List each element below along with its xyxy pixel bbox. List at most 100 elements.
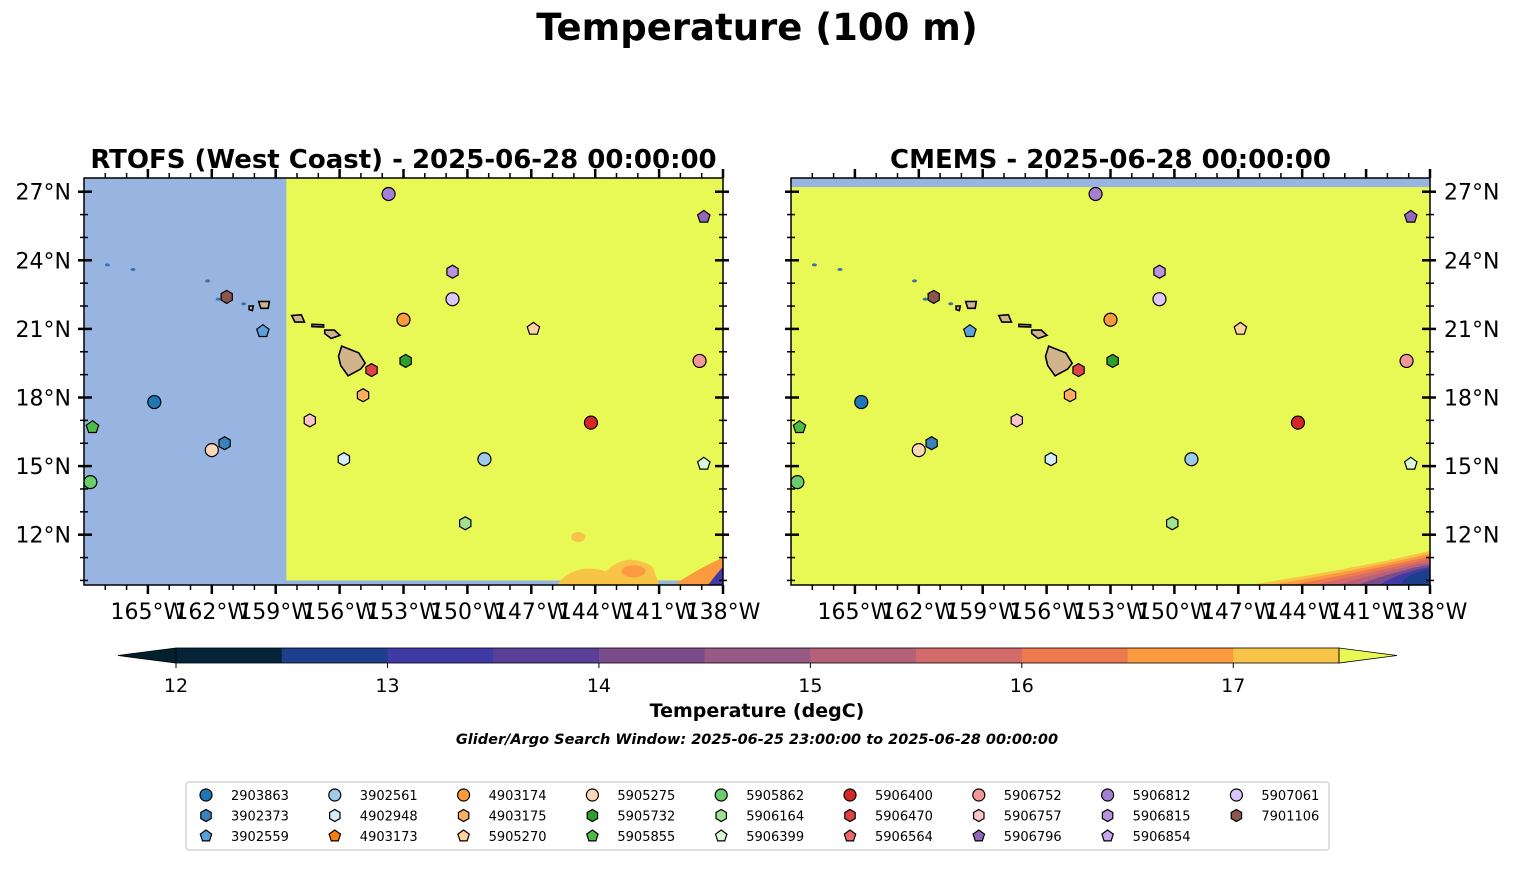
legend-item: 5906796 [972, 829, 1062, 845]
x-tick-label: 150°W [1137, 600, 1212, 625]
float-marker [1184, 452, 1199, 467]
y-tick-label: 18°N [1444, 387, 1499, 412]
legend-item: 4903173 [328, 829, 418, 845]
y-tick-label: 15°N [16, 455, 71, 480]
legend-item: 5906757 [972, 808, 1062, 825]
legend-marker [457, 829, 471, 842]
island-kauai [964, 300, 978, 310]
y-tick-label: 21°N [16, 318, 71, 343]
colorbar-tick-label: 17 [1221, 675, 1245, 697]
float-marker [1233, 321, 1248, 335]
float-marker [692, 353, 707, 369]
legend-marker [199, 829, 213, 842]
float-marker [696, 209, 711, 223]
map-panel-1: RTOFS (West Coast) - 2025-06-28 00:00:00… [16, 145, 761, 625]
y-tick-label: 12°N [1444, 524, 1499, 549]
colorbar-over-extend [1338, 647, 1398, 664]
float-marker [255, 323, 270, 338]
y-tick-label: 21°N [1444, 318, 1499, 343]
islet [837, 267, 843, 271]
islet [811, 263, 817, 267]
island-kauai [257, 300, 271, 310]
legend-marker [715, 808, 728, 823]
legend-label: 5906470 [875, 810, 933, 825]
colorbar-under-extend [117, 647, 177, 664]
y-axis: 27°N 24°N 21°N 18°N 15°N 12°N [16, 181, 729, 582]
legend-marker [714, 829, 728, 842]
float-marker [791, 475, 805, 490]
islet [104, 263, 110, 267]
legend-marker [844, 808, 856, 823]
x-axis: 165°W162°W159°W156°W153°W150°W147°W144°W… [811, 169, 1468, 625]
colorbar-segment [704, 648, 811, 663]
float-marker [477, 452, 492, 467]
legend-label: 5905270 [489, 830, 547, 845]
legend-label: 5906400 [875, 789, 933, 804]
legend-marker [328, 829, 342, 842]
legend-item: 5905275 [585, 788, 675, 804]
float-marker [792, 419, 807, 434]
float-marker [962, 323, 977, 338]
legend-item: 5906399 [714, 829, 804, 845]
y-tick-label: 18°N [16, 387, 71, 412]
float-marker [1290, 415, 1306, 430]
islet [241, 302, 247, 306]
x-tick-label: 162°W [174, 600, 249, 625]
island-niihau [248, 305, 255, 312]
no-data-strip [791, 178, 1430, 188]
warm-contour-core [621, 565, 646, 578]
x-tick-label: 147°W [494, 600, 569, 625]
island-hawaii [337, 345, 367, 377]
float-marker [1088, 186, 1103, 202]
legend-marker [457, 808, 470, 823]
x-tick-label: 153°W [1073, 600, 1148, 625]
colorbar-segment [1021, 648, 1129, 663]
float-marker [337, 452, 351, 467]
x-tick-label: 156°W [1009, 600, 1084, 625]
legend-marker [1229, 788, 1244, 802]
float-marker [204, 442, 219, 458]
search-window-text: Glider/Argo Search Window: 2025-06-25 23… [455, 732, 1059, 748]
legend-item: 4903175 [457, 808, 547, 825]
float-marker [220, 289, 233, 305]
legend-label: 4903173 [360, 830, 418, 845]
legend-frame [185, 781, 1330, 851]
float-marker [925, 436, 938, 451]
island-maui [323, 329, 342, 340]
colorbar-segment [598, 648, 706, 663]
float-marker [1153, 264, 1166, 279]
legend-marker [200, 808, 212, 823]
y-tick-label: 24°N [16, 249, 71, 274]
float-marker [583, 415, 599, 430]
legend-label: 3902559 [231, 830, 289, 845]
legend-marker [199, 788, 213, 802]
temperature-field [791, 178, 1430, 585]
legend-item: 4903174 [457, 788, 547, 804]
float-marker [446, 264, 459, 279]
float-marker [1044, 452, 1058, 467]
colorbar-frame [175, 647, 1340, 664]
x-tick-label: 153°W [366, 600, 441, 625]
float-marker [1103, 312, 1118, 327]
float-marker [356, 388, 370, 403]
float-marker [1403, 456, 1418, 470]
legend-marker [1101, 808, 1114, 823]
x-tick-label: 144°W [558, 600, 633, 625]
colorbar-segment [916, 648, 1023, 663]
float-marker [399, 353, 412, 369]
legend-item: 5906854 [1101, 829, 1191, 845]
float-marker [1010, 413, 1024, 428]
colorbar-tick-label: 14 [587, 675, 611, 697]
colorbar-label: Temperature (degC) [649, 700, 865, 722]
legend-marker [457, 788, 471, 802]
legend-item: 5905270 [457, 829, 547, 845]
legend-item: 3902561 [328, 788, 418, 804]
islet [912, 279, 918, 283]
legend: 2903863 3902373 3902559 3902561 4902948 49031… [185, 781, 1330, 851]
legend-label: 5906757 [1004, 810, 1062, 825]
legend-item: 5906400 [843, 788, 933, 804]
y-tick-label: 27°N [1444, 181, 1499, 206]
y-tick-label: 12°N [16, 524, 71, 549]
figure-title: Temperature (100 m) [536, 6, 978, 49]
